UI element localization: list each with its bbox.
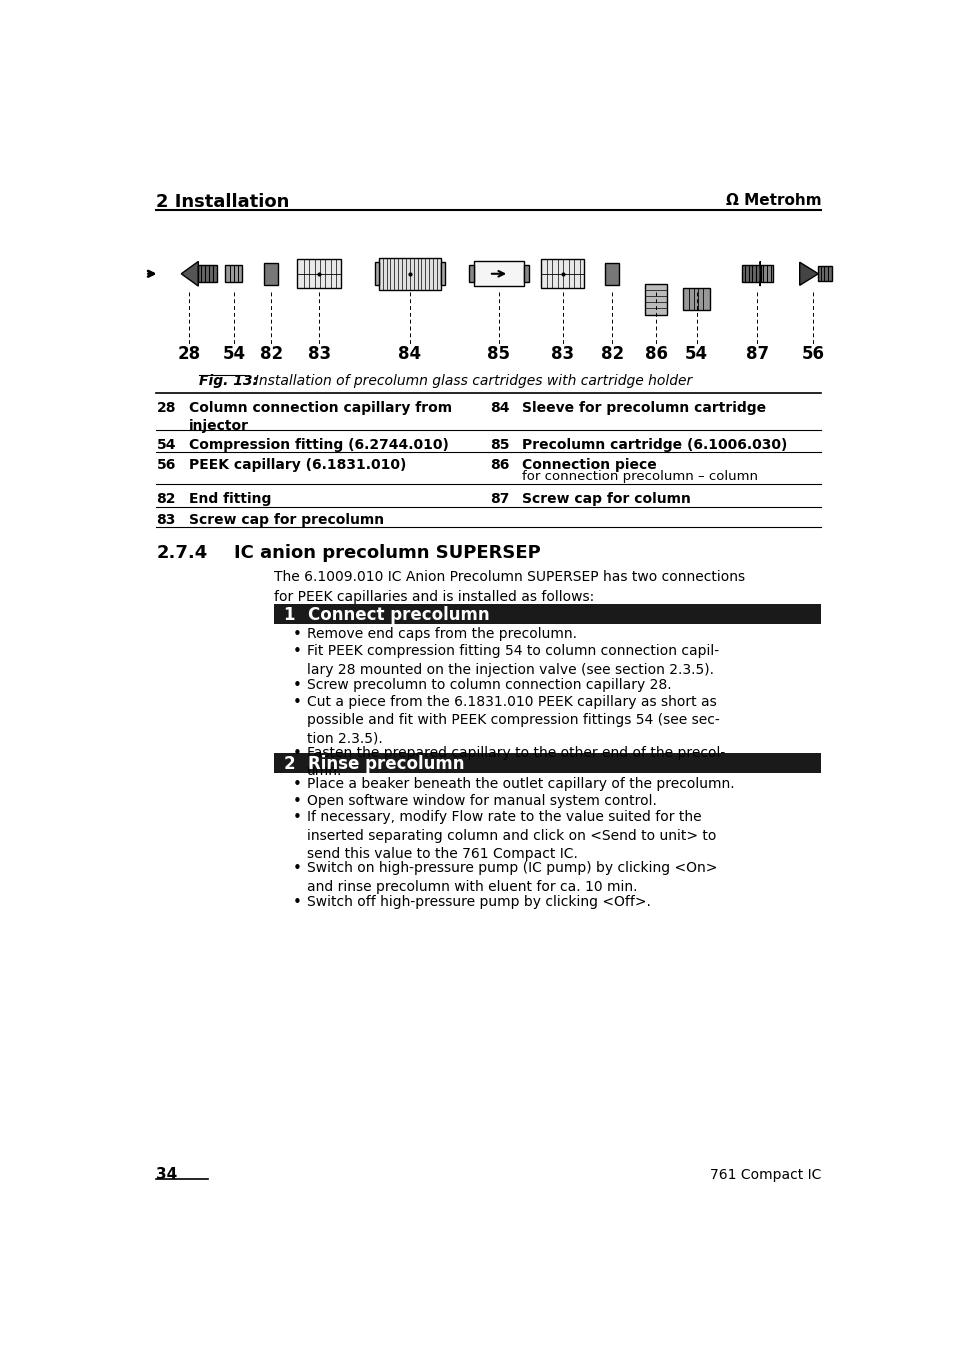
Bar bbox=[225, 265, 242, 282]
Text: 85: 85 bbox=[489, 438, 509, 451]
Text: 82: 82 bbox=[156, 492, 175, 505]
Text: •: • bbox=[293, 862, 301, 877]
Text: 56: 56 bbox=[156, 458, 175, 471]
Bar bbox=[264, 263, 278, 285]
Text: PEEK capillary (6.1831.010): PEEK capillary (6.1831.010) bbox=[189, 458, 406, 471]
Bar bbox=[378, 258, 440, 290]
Bar bbox=[274, 604, 821, 624]
Bar bbox=[523, 265, 529, 282]
Polygon shape bbox=[799, 262, 818, 285]
Text: The 6.1009.010 IC Anion Precolumn SUPERSEP has two connections
for PEEK capillar: The 6.1009.010 IC Anion Precolumn SUPERS… bbox=[274, 570, 744, 604]
Text: 82: 82 bbox=[600, 346, 623, 363]
Text: 83: 83 bbox=[551, 346, 574, 363]
Bar bbox=[818, 266, 831, 281]
Text: Fasten the prepared capillary to the other end of the precol-
umn.: Fasten the prepared capillary to the oth… bbox=[307, 746, 724, 778]
Text: 54: 54 bbox=[684, 346, 707, 363]
Text: •: • bbox=[293, 644, 301, 659]
Text: 84: 84 bbox=[489, 401, 509, 415]
Text: 54: 54 bbox=[222, 346, 245, 363]
Text: 2.7.4: 2.7.4 bbox=[156, 544, 208, 562]
Text: Cut a piece from the 6.1831.010 PEEK capillary as short as
possible and fit with: Cut a piece from the 6.1831.010 PEEK cap… bbox=[307, 694, 719, 746]
Text: Rinse precolumn: Rinse precolumn bbox=[308, 755, 464, 773]
Text: •: • bbox=[293, 627, 301, 642]
Text: Open software window for manual system control.: Open software window for manual system c… bbox=[307, 793, 656, 808]
Text: •: • bbox=[293, 811, 301, 825]
Text: for connection precolumn – column: for connection precolumn – column bbox=[521, 470, 758, 484]
Text: End fitting: End fitting bbox=[189, 492, 271, 505]
Text: Screw cap for column: Screw cap for column bbox=[521, 492, 690, 505]
Bar bbox=[604, 263, 618, 285]
Text: Switch off high-pressure pump by clicking <Off>.: Switch off high-pressure pump by clickin… bbox=[307, 896, 650, 909]
Text: 1: 1 bbox=[283, 605, 294, 624]
Bar bbox=[468, 265, 474, 282]
Text: 2: 2 bbox=[283, 755, 294, 773]
Text: Switch on high-pressure pump (IC pump) by clicking <On>
and rinse precolumn with: Switch on high-pressure pump (IC pump) b… bbox=[307, 862, 717, 893]
Text: Remove end caps from the precolumn.: Remove end caps from the precolumn. bbox=[307, 627, 577, 642]
Text: If necessary, modify Flow rate to the value suited for the
inserted separating c: If necessary, modify Flow rate to the va… bbox=[307, 811, 716, 861]
Text: 87: 87 bbox=[744, 346, 768, 363]
Text: 28: 28 bbox=[177, 346, 200, 363]
Text: Installation of precolumn glass cartridges with cartridge holder: Installation of precolumn glass cartridg… bbox=[245, 374, 691, 388]
Text: •: • bbox=[293, 777, 301, 792]
Text: •: • bbox=[293, 678, 301, 693]
Bar bbox=[740, 265, 760, 282]
Text: •: • bbox=[293, 896, 301, 911]
Text: 56: 56 bbox=[801, 346, 823, 363]
Text: 85: 85 bbox=[487, 346, 510, 363]
Text: 34: 34 bbox=[156, 1167, 177, 1182]
Text: Ω Metrohm: Ω Metrohm bbox=[725, 193, 821, 208]
Text: Connection piece: Connection piece bbox=[521, 458, 657, 471]
Text: Screw cap for precolumn: Screw cap for precolumn bbox=[189, 513, 384, 527]
Bar bbox=[375, 262, 378, 285]
Bar bbox=[474, 262, 523, 286]
Text: 82: 82 bbox=[259, 346, 282, 363]
Text: Sleeve for precolumn cartridge: Sleeve for precolumn cartridge bbox=[521, 401, 765, 415]
Text: 87: 87 bbox=[489, 492, 509, 505]
Text: 84: 84 bbox=[398, 346, 421, 363]
Bar bbox=[198, 265, 216, 282]
Text: Fit PEEK compression fitting 54 to column connection capil-
lary 28 mounted on t: Fit PEEK compression fitting 54 to colum… bbox=[307, 644, 719, 677]
Text: Fig. 13:: Fig. 13: bbox=[199, 374, 258, 388]
Bar bbox=[540, 259, 583, 288]
Text: 83: 83 bbox=[307, 346, 331, 363]
Bar bbox=[274, 754, 821, 774]
Text: 86: 86 bbox=[489, 458, 509, 471]
Text: 28: 28 bbox=[156, 401, 175, 415]
Text: 86: 86 bbox=[644, 346, 667, 363]
Text: Compression fitting (6.2744.010): Compression fitting (6.2744.010) bbox=[189, 438, 449, 451]
Text: 83: 83 bbox=[156, 513, 175, 527]
Text: •: • bbox=[293, 694, 301, 711]
Bar bbox=[297, 259, 340, 288]
Text: Connect precolumn: Connect precolumn bbox=[308, 605, 490, 624]
Text: •: • bbox=[293, 793, 301, 808]
Text: 761 Compact IC: 761 Compact IC bbox=[709, 1167, 821, 1182]
Bar bbox=[645, 284, 666, 315]
Text: •: • bbox=[293, 746, 301, 761]
Text: 54: 54 bbox=[156, 438, 175, 451]
Bar bbox=[440, 262, 444, 285]
Text: Screw precolumn to column connection capillary 28.: Screw precolumn to column connection cap… bbox=[307, 678, 671, 692]
Text: Column connection capillary from
injector: Column connection capillary from injecto… bbox=[189, 401, 452, 434]
Bar bbox=[760, 265, 773, 282]
Text: 2 Installation: 2 Installation bbox=[156, 193, 290, 211]
Text: IC anion precolumn SUPERSEP: IC anion precolumn SUPERSEP bbox=[233, 544, 540, 562]
Text: Place a beaker beneath the outlet capillary of the precolumn.: Place a beaker beneath the outlet capill… bbox=[307, 777, 734, 790]
Polygon shape bbox=[181, 262, 198, 286]
Bar bbox=[682, 288, 709, 309]
Text: Precolumn cartridge (6.1006.030): Precolumn cartridge (6.1006.030) bbox=[521, 438, 787, 451]
